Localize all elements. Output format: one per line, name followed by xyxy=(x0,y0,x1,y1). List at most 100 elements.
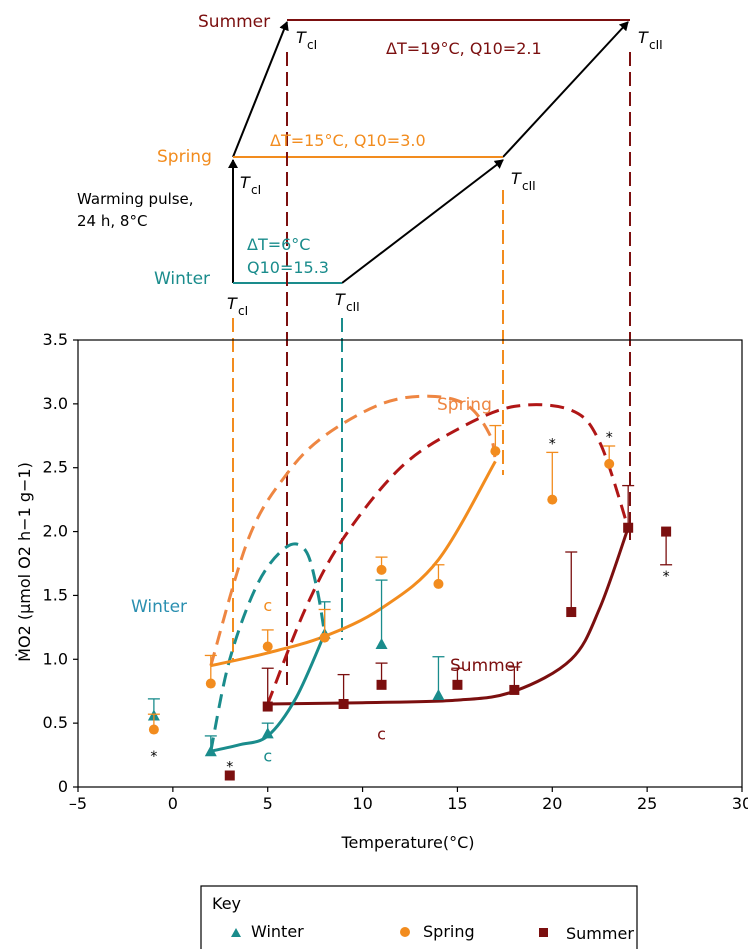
significance-star: * xyxy=(663,569,670,585)
summer-data-point xyxy=(452,679,463,690)
significance-star: * xyxy=(549,436,556,452)
summer-data-point xyxy=(566,607,577,618)
spring-data-point xyxy=(490,446,501,457)
tcll-subscript: cII xyxy=(522,179,536,193)
summer-data-point xyxy=(338,698,349,709)
winter-c-annotation: c xyxy=(263,746,272,765)
warming-arrow-spring-summer xyxy=(232,21,289,158)
key-summer-label: Summer xyxy=(566,924,634,943)
spring-data-point xyxy=(376,564,387,575)
spring-tcl-label: T cI xyxy=(240,173,261,197)
summer-data-point xyxy=(262,701,273,712)
key-box xyxy=(200,885,638,949)
tcll-subscript: cII xyxy=(649,38,663,52)
summer-data-point xyxy=(623,522,634,533)
tcl-subscript: cI xyxy=(251,183,261,197)
spring-data-point xyxy=(205,678,216,689)
winter-data-point xyxy=(375,637,388,649)
spring-fit-curve xyxy=(210,460,497,668)
y-tick-label: 0.5 xyxy=(43,713,68,732)
winter-q10-annotation: Q10=15.3 xyxy=(247,258,329,277)
tcll-italic-t: T xyxy=(511,169,522,188)
summer-tcl-label: T cI xyxy=(296,28,317,52)
x-tick-label: –5 xyxy=(69,794,87,813)
spring-data-point xyxy=(547,494,558,505)
y-tick-label: 1.0 xyxy=(43,649,68,668)
key-title: Key xyxy=(212,894,241,913)
tcl-italic-t: T xyxy=(240,173,251,192)
y-tick-label: 1.5 xyxy=(43,585,68,604)
plot-area: –5 0 5 10 15 20 25 30 00.51.01.52.02.53.03.5 **… xyxy=(15,330,748,852)
tcl-subscript: cI xyxy=(238,304,248,318)
significance-star: * xyxy=(606,430,613,446)
tcl-italic-t: T xyxy=(227,294,238,313)
y-tick-label: 3.5 xyxy=(43,330,68,349)
key-summer-marker xyxy=(539,928,548,937)
summer-data-point xyxy=(224,770,235,781)
winter-tcll-label: T cII xyxy=(335,290,360,314)
x-axis-label: Temperature(°C) xyxy=(340,833,474,852)
warming-arrow-spring-summer-tcll xyxy=(502,21,629,158)
winter-delta-annotation: ΔT=6°C xyxy=(247,235,310,254)
winter-data-point xyxy=(204,745,217,757)
summer-delta-annotation: ΔT=19°C, Q10=2.1 xyxy=(386,39,542,58)
fit-curves xyxy=(209,394,630,753)
y-tick-label: 0 xyxy=(58,777,68,796)
key-winter-marker xyxy=(231,928,241,937)
legend-key: Key Winter Spring Summer xyxy=(200,885,638,949)
summer-c-annotation: c xyxy=(377,725,386,744)
plot-summer-label: Summer xyxy=(450,656,522,676)
y-tick-label: 3.0 xyxy=(43,394,68,413)
summer-data-point xyxy=(509,684,520,695)
winter-data-point xyxy=(432,689,445,701)
tcl-subscript: cI xyxy=(307,38,317,52)
spring-data-point xyxy=(319,632,330,643)
spring-data-point xyxy=(262,641,273,652)
tcll-subscript: cII xyxy=(346,300,360,314)
plot-winter-label: Winter xyxy=(131,597,187,617)
winter-label: Winter xyxy=(154,269,210,289)
summer-data-point xyxy=(661,526,672,537)
y-tick-label: 2.5 xyxy=(43,458,68,477)
x-tick-label: 0 xyxy=(168,794,178,813)
summer-data-point xyxy=(376,679,387,690)
warming-arrow-winter-spring-tcll xyxy=(341,159,504,284)
key-winter-label: Winter xyxy=(251,922,304,941)
x-tick-label: 20 xyxy=(542,794,562,813)
spring-delta-annotation: ΔT=15°C, Q10=3.0 xyxy=(270,131,426,150)
key-spring-marker xyxy=(400,927,410,937)
y-axis: 0 0.5 1.0 1.5 2.0 2.5 3.0 3.5 xyxy=(43,330,78,796)
winter-data-point xyxy=(261,727,274,739)
plot-spring-label: Spring xyxy=(437,395,492,415)
x-tick-label: 10 xyxy=(352,794,372,813)
tcl-italic-t: T xyxy=(296,28,307,47)
winter-tcl-label: T cI xyxy=(227,294,248,318)
y-tick-label: 2.0 xyxy=(43,522,68,541)
warming-pulse-line1: Warming pulse, xyxy=(77,190,194,208)
significance-star: * xyxy=(150,749,157,765)
spring-data-point xyxy=(604,458,615,469)
data-points: * * * * * c c c xyxy=(147,424,673,781)
x-axis: –5 0 5 10 15 20 25 30 xyxy=(69,787,748,813)
spring-tcll-label: T cII xyxy=(511,169,536,193)
summer-tcll-label: T cII xyxy=(638,28,663,52)
plot-frame xyxy=(77,339,743,788)
spring-c-annotation: c xyxy=(263,596,272,615)
summer-label: Summer xyxy=(198,12,270,32)
tcll-italic-t: T xyxy=(335,290,346,309)
y-axis-label: ṀO2 (μmol O2 h−1 g−1) xyxy=(15,462,34,662)
schematic: Summer Spring Winter Warming pulse, 24 h… xyxy=(77,12,663,685)
spring-data-point xyxy=(148,724,159,735)
summer-dashed-curve xyxy=(266,403,630,705)
key-spring-label: Spring xyxy=(423,922,475,941)
tcll-italic-t: T xyxy=(638,28,649,47)
spring-data-point xyxy=(433,578,444,589)
warming-pulse-line2: 24 h, 8°C xyxy=(77,212,147,230)
x-tick-label: 30 xyxy=(732,794,748,813)
x-tick-label: 15 xyxy=(447,794,467,813)
x-tick-label: 5 xyxy=(263,794,273,813)
spring-dashed-curve xyxy=(209,394,497,667)
x-tick-label: 25 xyxy=(637,794,657,813)
spring-label: Spring xyxy=(157,147,212,167)
